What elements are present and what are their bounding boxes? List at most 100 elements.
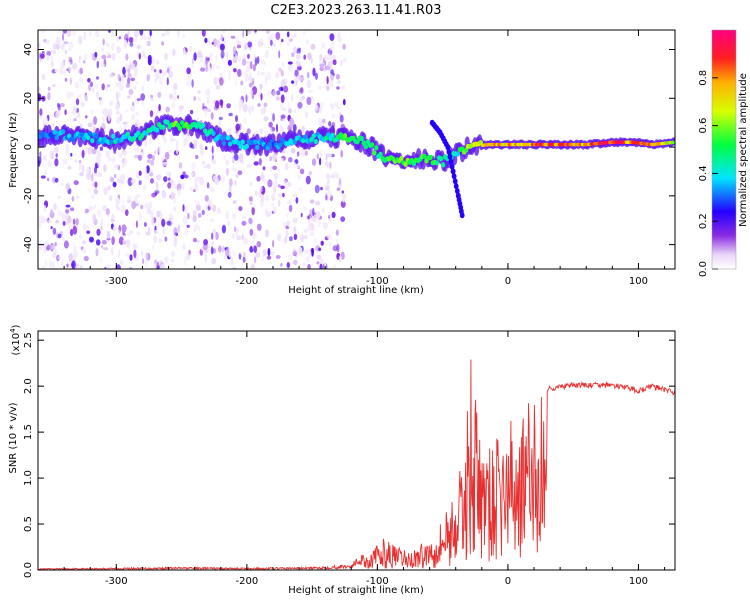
spectrogram-noise-cell [52, 252, 57, 258]
spectrogram-noise-cell [229, 127, 232, 136]
spectrogram-noise-cell [151, 217, 155, 226]
spectrogram-noise-cell [49, 150, 55, 160]
spectrogram-noise-cell [238, 252, 242, 260]
spectrogram-noise-cell [150, 210, 154, 218]
spectrogram-noise-cell [341, 193, 347, 199]
spectrogram-noise-cell [173, 206, 177, 213]
spectrogram-branch-cell [452, 178, 458, 185]
spectrogram-noise-cell [189, 45, 192, 53]
spectrogram-noise-cell [183, 138, 188, 147]
spectrogram-noise-cell [315, 217, 318, 223]
spectrogram-noise-cell [268, 34, 274, 42]
spectrogram-ridge-cell [378, 151, 383, 157]
spectrogram-noise-cell [215, 55, 218, 61]
spectrogram-noise-cell [153, 259, 158, 264]
spectrogram-noise-cell [65, 183, 71, 190]
spectrogram-noise-cell [194, 198, 197, 206]
spectrogram-noise-cell [126, 199, 132, 204]
spectrogram-noise-cell [65, 204, 71, 208]
spectrogram-noise-cell [287, 200, 292, 205]
spectrogram-noise-cell [119, 260, 124, 265]
spectrogram-noise-cell [278, 50, 281, 59]
spectrogram-noise-cell [193, 139, 198, 149]
spectrogram-noise-cell [66, 91, 72, 100]
spectrogram-noise-cell [121, 149, 126, 153]
spectrogram-noise-cell [107, 112, 111, 122]
spectrogram-noise-cell [109, 176, 113, 183]
spectrogram-noise-cell [120, 179, 125, 184]
spectrogram-y-label: Frequency (Hz) [8, 112, 19, 188]
spectrogram-noise-cell [233, 68, 237, 73]
spectrogram-noise-cell [130, 105, 136, 112]
spectrogram-noise-cell [280, 157, 284, 163]
spectrogram-noise-cell [204, 37, 208, 44]
spectrogram-noise-cell [333, 264, 337, 269]
spectrogram-noise-cell [71, 30, 76, 37]
spectrogram-noise-cell [270, 251, 275, 256]
spectrogram-noise-cell [186, 67, 191, 75]
spectrogram-noise-cell [156, 174, 162, 181]
spectrogram-noise-cell [127, 73, 132, 78]
spectrogram-ridge-cell [463, 147, 469, 153]
spectrogram-noise-cell [208, 37, 211, 46]
spectrogram-noise-cell [50, 49, 56, 54]
snr-scale-exponent: 4 [9, 328, 17, 333]
spectrogram-branch-cell [454, 188, 460, 194]
spectrogram-noise-cell [86, 172, 92, 181]
spectrogram-noise-cell [245, 94, 248, 103]
spectrogram-noise-cell [162, 225, 165, 235]
spectrogram-ridge-cell [342, 133, 348, 139]
spectrogram-noise-cell [127, 68, 131, 74]
spectrogram-noise-cell [133, 85, 137, 90]
spectrogram-ridge-cell [253, 139, 258, 145]
spectrogram-noise-cell [115, 197, 121, 205]
spectrogram-noise-cell [132, 38, 137, 43]
y-tick-label: 40 [23, 43, 34, 56]
spectrogram-noise-cell [264, 208, 268, 218]
y-tick-label: 1.5 [23, 424, 34, 440]
spectrogram-noise-cell [287, 101, 290, 109]
colorbar-tick-label: 0.8 [698, 70, 709, 86]
spectrogram-noise-cell [222, 30, 225, 34]
spectrogram-noise-cell [140, 93, 146, 101]
spectrogram-noise-cell [242, 103, 248, 113]
spectrogram-noise-cell [203, 108, 207, 113]
spectrogram-noise-cell [164, 236, 168, 242]
spectrogram-noise-cell [84, 54, 88, 61]
spectrogram-noise-cell [293, 233, 298, 240]
spectrogram-noise-cell [122, 66, 126, 75]
spectrogram-noise-cell [189, 142, 193, 149]
spectrogram-noise-cell [332, 172, 338, 176]
spectrogram-noise-cell [319, 157, 322, 166]
spectrogram-noise-cell [44, 241, 49, 247]
spectrogram-noise-cell [52, 227, 57, 235]
spectrogram-noise-cell [173, 88, 176, 97]
x-tick-label: -300 [105, 576, 128, 587]
spectrogram-noise-cell [112, 181, 117, 188]
spectrogram-noise-cell [255, 251, 261, 258]
spectrogram-noise-cell [86, 230, 91, 234]
spectrogram-noise-cell [117, 73, 121, 81]
spectrogram-noise-cell [203, 164, 207, 169]
spectrogram-noise-cell [38, 93, 41, 98]
spectrogram-noise-cell [147, 54, 152, 62]
spectrogram-noise-cell [304, 111, 309, 118]
spectrogram-noise-cell [146, 40, 151, 47]
spectrogram-noise-cell [328, 218, 334, 222]
spectrogram-ridge-cell [54, 134, 59, 141]
spectrogram-noise-cell [225, 248, 230, 257]
spectrogram-noise-cell [113, 174, 117, 178]
spectrogram-noise-cell [307, 215, 310, 220]
spectrogram-noise-cell [125, 108, 129, 113]
spectrogram-noise-cell [71, 195, 75, 202]
spectrogram-noise-cell [100, 63, 106, 68]
spectrogram-ridge-cell [52, 129, 57, 135]
spectrogram-noise-cell [228, 70, 231, 78]
spectrogram-noise-cell [100, 218, 104, 227]
spectrogram-noise-cell [238, 57, 241, 62]
spectrogram-noise-cell [178, 105, 183, 113]
spectrogram-noise-cell [83, 255, 89, 262]
spectrogram-noise-cell [89, 30, 92, 38]
spectrogram-noise-cell [161, 218, 166, 227]
spectrogram-noise-cell [324, 54, 329, 62]
